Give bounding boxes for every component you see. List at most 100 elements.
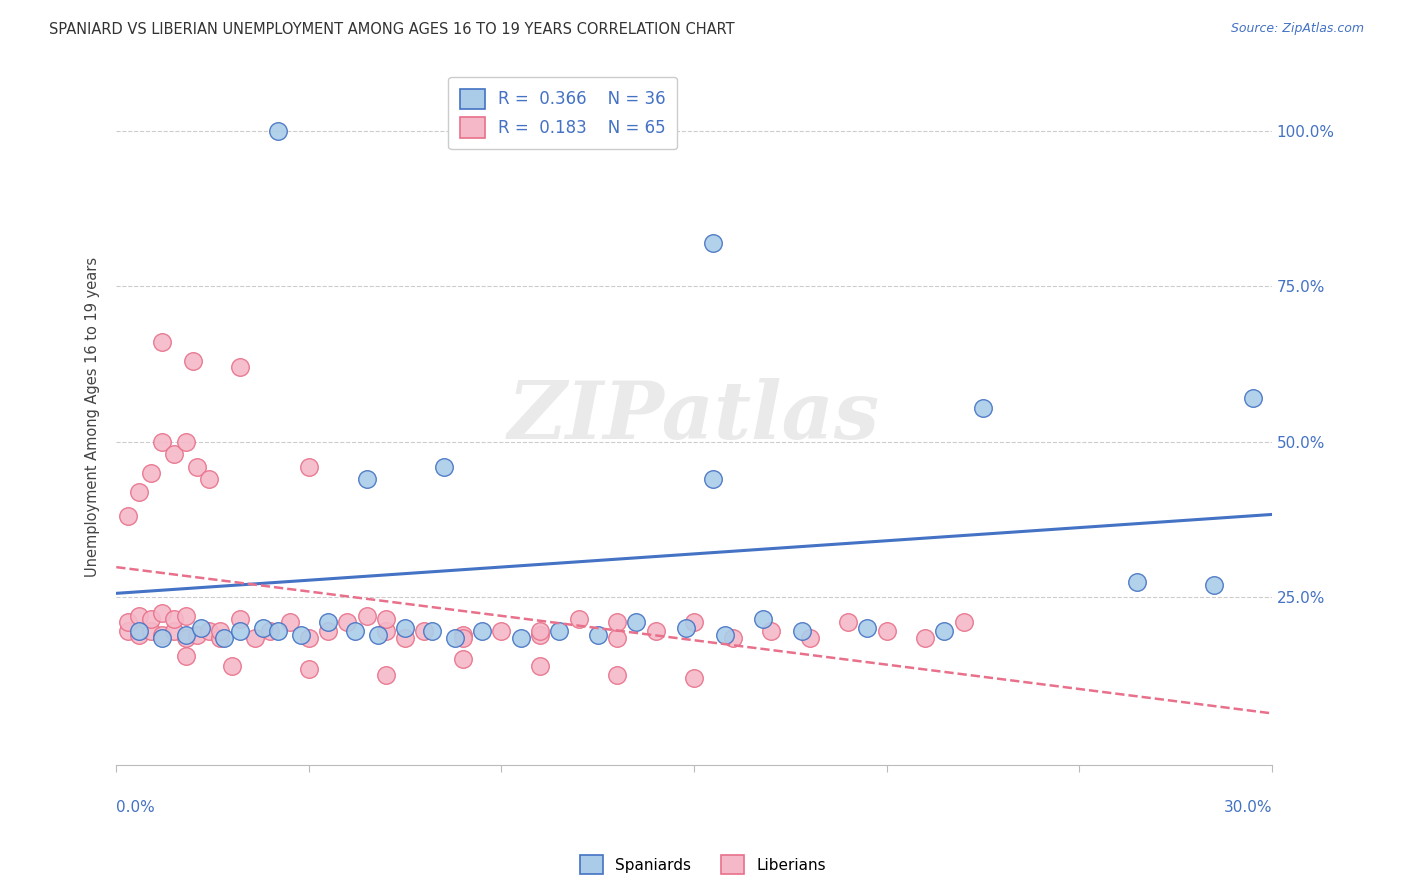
Point bbox=[586, 627, 609, 641]
Text: Source: ZipAtlas.com: Source: ZipAtlas.com bbox=[1230, 22, 1364, 36]
Point bbox=[174, 608, 197, 623]
Point bbox=[606, 668, 628, 682]
Point bbox=[702, 235, 724, 250]
Point bbox=[491, 624, 513, 639]
Point bbox=[252, 621, 274, 635]
Point bbox=[714, 627, 737, 641]
Y-axis label: Unemployment Among Ages 16 to 19 years: Unemployment Among Ages 16 to 19 years bbox=[86, 257, 100, 577]
Legend: Spaniards, Liberians: Spaniards, Liberians bbox=[574, 849, 832, 880]
Point bbox=[721, 631, 744, 645]
Point bbox=[174, 649, 197, 664]
Point bbox=[209, 624, 232, 639]
Point bbox=[344, 624, 367, 639]
Point bbox=[174, 434, 197, 449]
Point bbox=[972, 401, 994, 415]
Point bbox=[702, 472, 724, 486]
Point bbox=[1241, 391, 1264, 405]
Point bbox=[190, 621, 212, 635]
Point bbox=[117, 509, 139, 524]
Point bbox=[117, 624, 139, 639]
Point bbox=[420, 624, 443, 639]
Point bbox=[759, 624, 782, 639]
Point bbox=[548, 624, 571, 639]
Point bbox=[278, 615, 301, 629]
Point bbox=[394, 631, 416, 645]
Point bbox=[209, 631, 232, 645]
Point bbox=[471, 624, 494, 639]
Point bbox=[433, 459, 456, 474]
Point bbox=[336, 615, 359, 629]
Point bbox=[644, 624, 666, 639]
Point bbox=[837, 615, 859, 629]
Point bbox=[356, 472, 378, 486]
Point bbox=[374, 624, 396, 639]
Point bbox=[683, 671, 706, 685]
Point bbox=[267, 124, 290, 138]
Point bbox=[374, 668, 396, 682]
Point bbox=[152, 335, 174, 350]
Point bbox=[197, 472, 219, 486]
Point bbox=[1204, 578, 1226, 592]
Point bbox=[228, 360, 250, 375]
Point bbox=[451, 627, 474, 641]
Point bbox=[163, 612, 186, 626]
Point bbox=[316, 615, 339, 629]
Point bbox=[856, 621, 879, 635]
Point bbox=[228, 624, 250, 639]
Point bbox=[163, 447, 186, 461]
Point bbox=[243, 631, 266, 645]
Text: SPANIARD VS LIBERIAN UNEMPLOYMENT AMONG AGES 16 TO 19 YEARS CORRELATION CHART: SPANIARD VS LIBERIAN UNEMPLOYMENT AMONG … bbox=[49, 22, 735, 37]
Point bbox=[163, 624, 186, 639]
Point bbox=[367, 627, 389, 641]
Point bbox=[186, 627, 208, 641]
Text: 30.0%: 30.0% bbox=[1223, 800, 1272, 815]
Point bbox=[606, 615, 628, 629]
Point bbox=[316, 624, 339, 639]
Point bbox=[128, 624, 150, 639]
Point bbox=[139, 624, 162, 639]
Point bbox=[876, 624, 898, 639]
Point bbox=[128, 484, 150, 499]
Point bbox=[298, 631, 321, 645]
Point bbox=[567, 612, 589, 626]
Point bbox=[298, 459, 321, 474]
Point bbox=[529, 627, 551, 641]
Point bbox=[529, 624, 551, 639]
Point bbox=[267, 624, 290, 639]
Point bbox=[128, 627, 150, 641]
Point bbox=[471, 124, 494, 138]
Point bbox=[952, 615, 974, 629]
Point bbox=[259, 624, 281, 639]
Point bbox=[451, 652, 474, 666]
Point bbox=[228, 612, 250, 626]
Point bbox=[934, 624, 956, 639]
Point bbox=[413, 624, 436, 639]
Point bbox=[174, 627, 197, 641]
Point bbox=[139, 612, 162, 626]
Point bbox=[181, 354, 204, 368]
Point bbox=[675, 621, 697, 635]
Point bbox=[152, 627, 174, 641]
Point bbox=[174, 631, 197, 645]
Point bbox=[1126, 574, 1149, 589]
Point bbox=[914, 631, 936, 645]
Point bbox=[529, 658, 551, 673]
Point bbox=[197, 624, 219, 639]
Point bbox=[444, 631, 467, 645]
Point bbox=[683, 615, 706, 629]
Point bbox=[212, 631, 235, 645]
Point bbox=[752, 612, 775, 626]
Point bbox=[298, 662, 321, 676]
Legend: R =  0.366    N = 36, R =  0.183    N = 65: R = 0.366 N = 36, R = 0.183 N = 65 bbox=[449, 77, 678, 149]
Point bbox=[374, 612, 396, 626]
Point bbox=[221, 658, 243, 673]
Point bbox=[290, 627, 312, 641]
Point bbox=[152, 631, 174, 645]
Point bbox=[117, 615, 139, 629]
Point bbox=[139, 466, 162, 480]
Point bbox=[606, 631, 628, 645]
Point bbox=[152, 434, 174, 449]
Point bbox=[799, 631, 821, 645]
Point bbox=[186, 459, 208, 474]
Point bbox=[626, 615, 648, 629]
